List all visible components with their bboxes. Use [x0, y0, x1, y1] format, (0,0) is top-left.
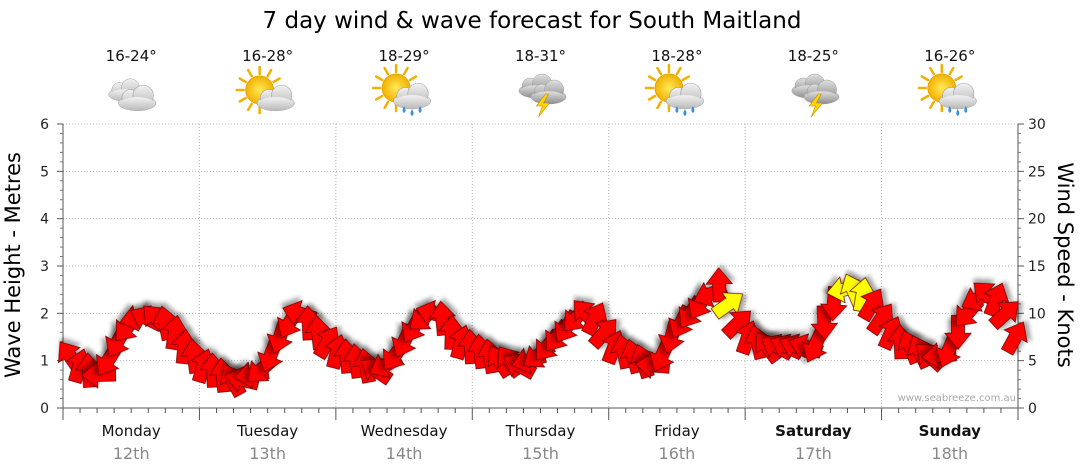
showers-icon	[371, 63, 432, 116]
temperature-range-label: 18-29°	[379, 47, 430, 65]
left-tick-label: 4	[40, 212, 49, 228]
temperature-range-label: 16-28°	[242, 47, 293, 65]
partly-cloudy-icon	[235, 65, 295, 115]
right-tick-label: 5	[1028, 354, 1037, 370]
temperature-range-label: 16-24°	[106, 47, 157, 65]
temperature-range-label: 16-26°	[924, 47, 975, 65]
storm-icon	[518, 73, 567, 118]
day-name-label: Wednesday	[361, 422, 448, 440]
left-tick-label: 3	[40, 259, 49, 275]
day-name-label: Monday	[102, 422, 161, 440]
showers-icon	[917, 63, 977, 116]
wind-arrow	[1000, 321, 1028, 356]
cloudy-icon	[108, 78, 157, 112]
wind-arrow	[944, 314, 972, 350]
right-tick-label: 20	[1028, 212, 1046, 228]
wind-arrow	[988, 301, 1019, 331]
day-name-label: Sunday	[919, 422, 982, 440]
day-name-label: Friday	[654, 422, 700, 440]
right-tick-label: 30	[1028, 117, 1046, 133]
day-date-label: 16th	[659, 444, 696, 463]
day-date-label: 12th	[113, 444, 150, 463]
temperature-range-label: 18-31°	[515, 47, 566, 65]
chart-title: 7 day wind & wave forecast for South Mai…	[263, 8, 802, 34]
day-date-label: 17th	[795, 444, 832, 463]
left-tick-label: 6	[40, 117, 49, 133]
day-date-label: 14th	[386, 444, 423, 463]
storm-icon	[791, 73, 840, 118]
day-date-label: 13th	[249, 444, 286, 463]
left-tick-label: 1	[40, 354, 49, 370]
right-tick-label: 0	[1028, 401, 1037, 417]
day-name-label: Tuesday	[236, 422, 298, 440]
left-tick-label: 5	[40, 164, 49, 180]
wind-arrow	[587, 319, 617, 350]
left-tick-label: 0	[40, 401, 49, 417]
chart-axes: 0 1 2 3 4 5 6 0 5 10 15 20 25 30	[40, 117, 1046, 420]
day-name-label: Saturday	[775, 422, 852, 440]
wind-arrow	[710, 292, 744, 320]
wind-arrows	[58, 267, 1028, 399]
right-tick-label: 25	[1028, 164, 1046, 180]
wind-arrow	[801, 327, 829, 363]
temperature-range-label: 18-28°	[651, 47, 702, 65]
day-name-label: Thursday	[505, 422, 576, 440]
day-forecast-row: 16-24° 16-28° 18-29° 18-31° 18-28° 18-25° 16-2…	[106, 47, 977, 118]
right-axis-title: Wind Speed - Knots	[1053, 162, 1077, 367]
wind-arrow	[720, 310, 752, 340]
watermark: www.seabreeze.com.au	[898, 393, 1016, 404]
right-tick-label: 10	[1028, 306, 1046, 322]
left-axis-title: Wave Height - Metres	[1, 152, 25, 378]
showers-icon	[644, 63, 704, 116]
right-tick-label: 15	[1028, 259, 1046, 275]
day-date-label: 18th	[931, 444, 968, 463]
wind-arrow	[810, 305, 839, 341]
left-tick-label: 2	[40, 306, 49, 322]
temperature-range-label: 18-25°	[788, 47, 839, 65]
day-date-label: 15th	[522, 444, 559, 463]
day-axis-labels: Monday 12th Tuesday 13th Wednesday 14th Thursd…	[102, 422, 982, 463]
wind-arrow	[866, 303, 894, 337]
wind-arrow	[857, 288, 885, 323]
